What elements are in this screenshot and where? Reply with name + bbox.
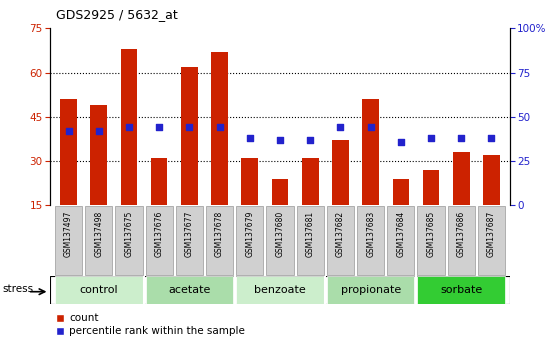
- Text: GSM137683: GSM137683: [366, 211, 375, 257]
- Point: [427, 135, 436, 141]
- Point: [306, 137, 315, 143]
- Text: benzoate: benzoate: [254, 285, 306, 295]
- Bar: [115, 206, 143, 275]
- Text: GDS2925 / 5632_at: GDS2925 / 5632_at: [56, 8, 178, 21]
- Text: propionate: propionate: [340, 285, 401, 295]
- Bar: [327, 206, 354, 275]
- Text: sorbate: sorbate: [440, 285, 482, 295]
- Point: [245, 135, 254, 141]
- Text: GSM137498: GSM137498: [94, 211, 103, 257]
- Point: [155, 125, 164, 130]
- Bar: [362, 99, 379, 205]
- Bar: [447, 206, 475, 275]
- Point: [487, 135, 496, 141]
- Text: acetate: acetate: [168, 285, 211, 295]
- Bar: [302, 158, 319, 205]
- Bar: [327, 276, 414, 304]
- Point: [215, 125, 224, 130]
- Bar: [60, 99, 77, 205]
- Text: GSM137687: GSM137687: [487, 211, 496, 257]
- Bar: [241, 158, 258, 205]
- Bar: [483, 155, 500, 205]
- Text: GSM137679: GSM137679: [245, 211, 254, 257]
- Point: [185, 125, 194, 130]
- Point: [94, 128, 103, 134]
- Text: GSM137680: GSM137680: [276, 211, 284, 257]
- Bar: [146, 276, 233, 304]
- Point: [124, 125, 133, 130]
- Text: GSM137684: GSM137684: [396, 211, 405, 257]
- Bar: [146, 206, 172, 275]
- Bar: [423, 170, 440, 205]
- Text: GSM137681: GSM137681: [306, 211, 315, 257]
- Legend: count, percentile rank within the sample: count, percentile rank within the sample: [55, 313, 245, 336]
- Bar: [85, 206, 113, 275]
- Bar: [90, 105, 107, 205]
- Text: control: control: [80, 285, 118, 295]
- Bar: [272, 179, 288, 205]
- Bar: [478, 206, 505, 275]
- Bar: [181, 67, 198, 205]
- Bar: [120, 49, 137, 205]
- Text: GSM137676: GSM137676: [155, 211, 164, 257]
- Bar: [388, 206, 414, 275]
- Point: [366, 125, 375, 130]
- Bar: [297, 206, 324, 275]
- Text: stress: stress: [2, 284, 34, 294]
- Point: [276, 137, 284, 143]
- Bar: [176, 206, 203, 275]
- Bar: [55, 206, 82, 275]
- Bar: [55, 276, 143, 304]
- Point: [457, 135, 466, 141]
- Text: GSM137678: GSM137678: [215, 211, 224, 257]
- Bar: [453, 152, 470, 205]
- Bar: [417, 206, 445, 275]
- Bar: [151, 158, 167, 205]
- Point: [336, 125, 345, 130]
- Bar: [332, 141, 349, 205]
- Bar: [236, 276, 324, 304]
- Point: [64, 128, 73, 134]
- Point: [396, 139, 405, 144]
- Bar: [236, 206, 263, 275]
- Text: GSM137686: GSM137686: [457, 211, 466, 257]
- Text: GSM137682: GSM137682: [336, 211, 345, 257]
- Text: GSM137497: GSM137497: [64, 211, 73, 257]
- Text: GSM137685: GSM137685: [427, 211, 436, 257]
- Bar: [393, 179, 409, 205]
- Bar: [417, 276, 505, 304]
- Text: GSM137675: GSM137675: [124, 211, 133, 257]
- Bar: [211, 52, 228, 205]
- Text: GSM137677: GSM137677: [185, 211, 194, 257]
- Bar: [357, 206, 384, 275]
- Bar: [206, 206, 233, 275]
- Bar: [267, 206, 293, 275]
